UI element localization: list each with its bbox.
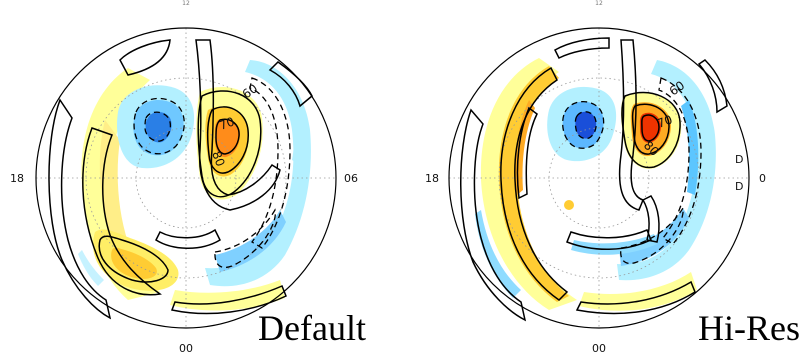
polar-frame — [448, 27, 750, 329]
tick-label-top: 12 — [182, 0, 190, 7]
positive-band-left-outer — [480, 58, 577, 310]
negative-patch-far-right — [286, 100, 302, 165]
solid-contours — [48, 39, 313, 320]
contour-label-70: 70 — [655, 112, 674, 130]
positive-band-left-mid — [498, 66, 569, 302]
contour-label-70: 70 — [217, 114, 236, 132]
contour-label-d-lower: D — [735, 180, 743, 193]
dashed-contours — [133, 77, 291, 269]
positive-blob-upper-right-core — [639, 112, 661, 143]
tick-label-left: 18 — [425, 172, 439, 185]
panel-caption: Default — [258, 308, 366, 348]
negative-band-right — [205, 60, 311, 287]
positive-band-left-core — [515, 100, 535, 195]
negative-patch-lower-left — [78, 250, 104, 286]
polar-plot-hi-res: 60 70 80 D D 12 18 0 00 — [425, 0, 766, 355]
negative-band-lower — [571, 234, 657, 255]
negative-patch-lower-left — [475, 210, 521, 298]
panel-caption: Hi-Res — [698, 308, 799, 348]
positive-band-bottom — [579, 272, 697, 311]
polar-panel-hi-res: 60 70 80 D D 12 18 0 00 Hi-Res — [399, 0, 799, 356]
negative-blob-upper-left-core — [575, 111, 597, 139]
tick-label-right: 0 — [759, 172, 766, 185]
tick-label-bottom: 00 — [179, 342, 193, 355]
contour-label-80: 80 — [209, 149, 227, 168]
tick-label-bottom: 00 — [592, 342, 606, 355]
solid-contours — [460, 37, 728, 322]
tick-label-top: 12 — [595, 0, 603, 7]
negative-blob-upper-left-core — [145, 112, 172, 143]
contour-label-d-upper: D — [735, 153, 743, 166]
polar-plot-default: 60 70 80 12 18 06 00 — [10, 0, 358, 355]
negative-band-right-lower — [215, 210, 286, 272]
positive-dot — [564, 200, 574, 210]
dashed-contours — [562, 77, 702, 265]
negative-band-right-mid — [681, 100, 699, 195]
tick-label-right: 06 — [344, 172, 358, 185]
tick-label-left: 18 — [10, 172, 24, 185]
polar-frame — [35, 27, 337, 329]
negative-band-right — [617, 60, 716, 281]
polar-panel-default: 60 70 80 12 18 06 00 Default — [10, 0, 366, 355]
filled-anomalies — [475, 58, 716, 311]
polar-grid — [36, 28, 336, 328]
positive-band-bottom — [170, 280, 285, 311]
positive-region-left-inner — [99, 120, 130, 250]
positive-blob-upper-right-core — [214, 118, 240, 158]
